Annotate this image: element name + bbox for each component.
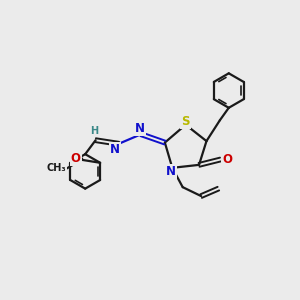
Text: S: S	[182, 115, 190, 128]
Text: N: N	[135, 122, 145, 135]
Text: O: O	[71, 152, 81, 165]
Text: O: O	[222, 153, 232, 166]
Text: CH₃: CH₃	[47, 163, 67, 173]
Text: N: N	[110, 142, 120, 156]
Text: H: H	[90, 126, 98, 136]
Text: N: N	[166, 165, 176, 178]
